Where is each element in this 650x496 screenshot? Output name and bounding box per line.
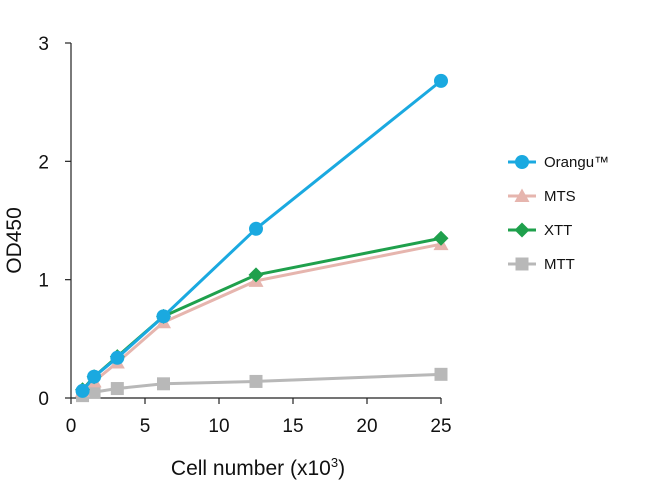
axes: 0 1 2 3 0 5 10 15 20 25 [38, 34, 451, 437]
legend-label: MTT [544, 256, 575, 273]
x-axis-title-superscript: 3 [331, 455, 338, 470]
y-axis-title: OD450 [3, 207, 26, 274]
legend-label: MTS [544, 188, 576, 205]
data-point [248, 267, 264, 283]
x-axis-title: Cell number (x103) [171, 455, 345, 480]
series-circle [75, 73, 448, 398]
series-layer [75, 73, 449, 403]
legend-item: MTS [508, 188, 576, 205]
legend-item: XTT [508, 222, 572, 239]
data-point [156, 309, 171, 324]
legend: Orangu™ MTS XTT MTT [508, 154, 609, 273]
legend-label: Orangu™ [544, 154, 609, 171]
x-tick-label: 5 [140, 416, 151, 437]
legend-item: Orangu™ [508, 154, 609, 171]
x-tick-label: 20 [356, 416, 377, 437]
x-axis-title-close: ) [338, 457, 345, 480]
series-square [76, 367, 448, 403]
data-point [87, 385, 101, 399]
data-point [75, 383, 90, 398]
series-triangle [75, 236, 449, 397]
x-tick-label: 0 [66, 416, 77, 437]
y-tick-label: 0 [38, 389, 49, 410]
series-line [81, 242, 442, 393]
y-ticks: 0 1 2 3 [38, 34, 71, 410]
x-ticks: 0 5 10 15 20 25 [66, 398, 452, 437]
legend-label: XTT [544, 222, 572, 239]
legend-item: MTT [508, 256, 575, 273]
legend-marker [514, 188, 530, 202]
data-point [249, 374, 263, 388]
x-tick-label: 15 [282, 416, 303, 437]
y-tick-label: 1 [38, 271, 49, 292]
data-point [433, 230, 449, 246]
legend-marker [515, 155, 529, 169]
data-point [110, 382, 124, 396]
data-point [434, 367, 448, 381]
data-point [87, 369, 102, 384]
series-line [81, 236, 442, 391]
data-point [110, 350, 125, 365]
x-tick-label: 10 [208, 416, 229, 437]
legend-marker [515, 257, 529, 271]
y-tick-label: 2 [38, 152, 49, 173]
data-point [157, 377, 170, 391]
series-diamond [75, 230, 449, 398]
data-point [434, 73, 448, 88]
x-axis-title-main: Cell number (x10 [171, 457, 331, 480]
data-point [249, 221, 263, 236]
y-tick-label: 3 [38, 34, 49, 55]
legend-marker [514, 222, 530, 238]
x-tick-label: 25 [430, 416, 451, 437]
